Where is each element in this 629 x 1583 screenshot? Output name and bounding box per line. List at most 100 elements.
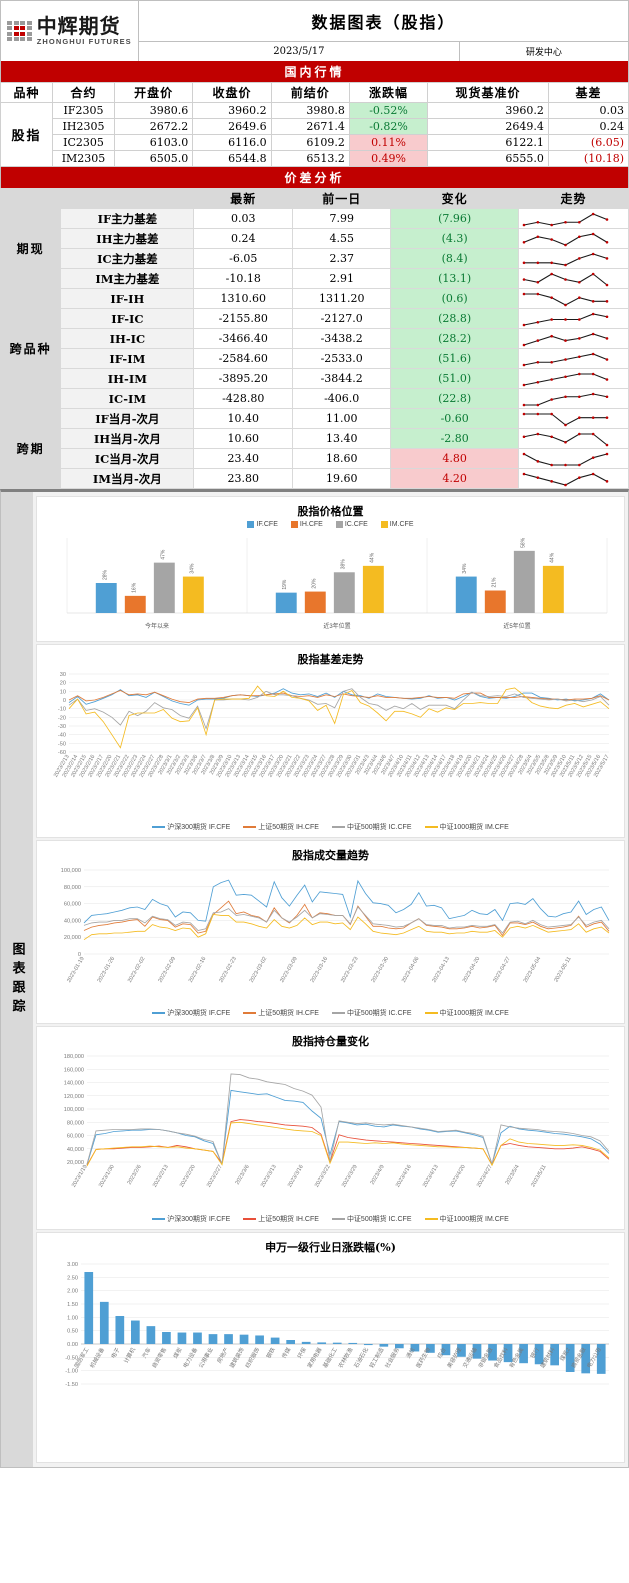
x-axis-tick: 2023-01-26 (97, 956, 117, 984)
cell-spread-label: IF当月-次月 (60, 408, 195, 429)
cell-latest: 23.40 (193, 448, 293, 469)
legend-label: 沪深300期货 IF.CFE (167, 1010, 231, 1017)
table-row: 跨品种 IF-IH 1310.60 1311.20 (0.6) (0, 288, 629, 409)
cell-prev-day: -2127.0 (291, 308, 392, 329)
category-label: 煤炭 (171, 1346, 184, 1360)
spread-table: 最新 前一日 变化 走势 期现 IF主力基差 0.03 7.99 (7.96) IH主力基… (0, 188, 629, 489)
legend-item: 沪深300期货 IF.CFE (152, 822, 230, 832)
legend-item: 中证1000期货 IM.CFE (424, 1008, 509, 1018)
y-axis-tick: 2.00 (67, 1289, 78, 1295)
y-axis-tick: 80,000 (67, 1120, 84, 1126)
y-axis-tick: -50 (58, 741, 66, 747)
y-axis-tick: 0.50 (67, 1329, 78, 1335)
category-label: 近3年位置 (323, 622, 350, 630)
legend-label: IH.CFE (299, 521, 323, 528)
spread-group-col (0, 188, 62, 209)
y-axis-tick: 3.00 (67, 1262, 78, 1268)
cell-prev-day: 4.55 (291, 228, 392, 249)
logo-text-cn: 中辉期货 (36, 14, 121, 39)
page-title: 数据图表（股指） (139, 1, 628, 42)
cell-delta: (0.6) (390, 288, 519, 309)
legend-item: 中证1000期货 IM.CFE (424, 1214, 509, 1224)
table-row: IM当月-次月 23.80 19.60 4.20 (1, 468, 629, 489)
table-row: IC-IM -428.80 -406.0 (22.8) (1, 388, 629, 409)
bar-value-label: 34% (462, 563, 468, 574)
category-label: 近5年位置 (503, 622, 530, 630)
sparkline-cell (517, 308, 629, 329)
cell-prev-day: 13.40 (291, 428, 392, 449)
sparkline-cell (517, 368, 629, 389)
legend-item: 中证500期货 IC.CFE (331, 1008, 412, 1018)
spread-banner: 价差分析 (0, 167, 629, 188)
spread-group-label: 跨品种 (0, 288, 62, 409)
legend-swatch-icon (335, 521, 343, 528)
company-logo: 中辉期货 ZHONGHUI FUTURES (1, 1, 139, 61)
legend-label: 中证500期货 IC.CFE (346, 1010, 412, 1017)
chart-panel: 申万一级行业日涨跌幅(%) 3.00 2.50 2.00 1.50 1.00 0.50 0.0… (36, 1232, 625, 1463)
cell-contract: IC2305 (52, 134, 115, 151)
y-axis-tick: 20,000 (64, 935, 81, 941)
cell-latest: -10.18 (193, 268, 293, 289)
bar-value-label: 19% (282, 579, 288, 590)
col-latest: 最新 (193, 188, 293, 209)
col-contract: 合约 (52, 82, 115, 103)
y-axis-tick: 60,000 (67, 1134, 84, 1140)
y-axis-tick: 0 (78, 952, 81, 958)
table-row: IM主力基差 -10.18 2.91 (13.1) (1, 268, 629, 289)
x-axis-tick: 2023/1/19 (71, 1164, 89, 1189)
cell-open: 3980.6 (113, 102, 194, 119)
bar-value-label: 47% (160, 549, 166, 560)
cell-delta: (28.2) (390, 328, 519, 349)
legend-label: 中证500期货 IC.CFE (346, 824, 412, 831)
cell-latest: 1310.60 (193, 288, 293, 309)
y-axis-tick: -40 (58, 733, 66, 739)
market-table: 品种 合约 开盘价 收盘价 前结价 涨跌幅 现货基准价 基差 股指 IF2305 3… (0, 82, 629, 167)
bar-value-label: 38% (340, 559, 346, 570)
legend-swatch-icon (331, 1012, 345, 1014)
col-variety: 品种 (0, 82, 53, 103)
table-row: IC当月-次月 23.40 18.60 4.80 (1, 448, 629, 469)
legend-label: 沪深300期货 IF.CFE (167, 824, 231, 831)
cell-prev-day: 2.37 (291, 248, 392, 269)
x-axis-tick: 2023/2/6 (127, 1164, 143, 1186)
cell-spread-label: IH-IC (60, 328, 195, 349)
cell-spread-label: IF-IC (60, 308, 195, 329)
y-axis-tick: -20 (58, 715, 66, 721)
legend-item: 上证50期货 IH.CFE (243, 1214, 319, 1224)
table-row: IM2305 6505.0 6544.8 6513.2 0.49% 6555.0 (10.1… (1, 150, 629, 167)
cell-delta: (13.1) (390, 268, 519, 289)
y-axis-tick: 100,000 (61, 868, 81, 874)
table-row: IC主力基差 -6.05 2.37 (8.4) (1, 248, 629, 269)
x-axis-tick: 2023/3/22 (314, 1164, 332, 1189)
x-axis-tick: 2023-02-09 (158, 956, 178, 984)
legend-swatch-icon (247, 521, 255, 528)
sparkline-cell (517, 268, 629, 289)
bar-value-label: 21% (491, 577, 497, 588)
legend-label: IF.CFE (256, 521, 278, 528)
sparkline-cell (517, 408, 629, 429)
legend-item: 中证500期货 IC.CFE (331, 1214, 412, 1224)
sparkline-cell (517, 348, 629, 369)
chart-tracking-section: 图表跟踪 股指价格位置 IF.CFE IH.CFE IC.CFE IM.CFE 28% 16… (0, 489, 629, 1468)
sparkline-cell (517, 428, 629, 449)
cell-latest: 0.03 (193, 208, 293, 229)
spread-group-label: 期现 (0, 208, 62, 289)
cell-spread-label: IC当月-次月 (60, 448, 195, 469)
x-axis-tick: 2023-04-27 (492, 956, 512, 984)
cell-contract: IF2305 (52, 102, 115, 119)
chart-panel: 股指基差走势 30 20 10 0 -10 -20 -30 -40 -50 -60 2023/2/13… (36, 644, 625, 838)
x-axis-tick: 2023-01-19 (66, 956, 86, 984)
legend-label: 中证1000期货 IM.CFE (439, 824, 509, 831)
legend-label: 中证1000期货 IM.CFE (439, 1010, 509, 1017)
report-header: 中辉期货 ZHONGHUI FUTURES 数据图表（股指） 2023/5/17… (0, 0, 629, 61)
chart-panel: 股指成交量趋势 100,000 80,000 60,000 40,000 20,000 0 2… (36, 840, 625, 1024)
cell-delta: (28.8) (390, 308, 519, 329)
cell-prev-day: -3844.2 (291, 368, 392, 389)
category-label: 钢铁 (264, 1346, 277, 1360)
y-axis-tick: 20,000 (67, 1160, 84, 1166)
logo-text-en: ZHONGHUI FUTURES (36, 37, 132, 47)
x-axis-tick: 2023/2/27 (206, 1164, 224, 1189)
table-row: IH-IM -3895.20 -3844.2 (51.0) (1, 368, 629, 389)
x-axis-tick: 2023/4/20 (449, 1164, 467, 1189)
col-change: 涨跌幅 (348, 82, 429, 103)
